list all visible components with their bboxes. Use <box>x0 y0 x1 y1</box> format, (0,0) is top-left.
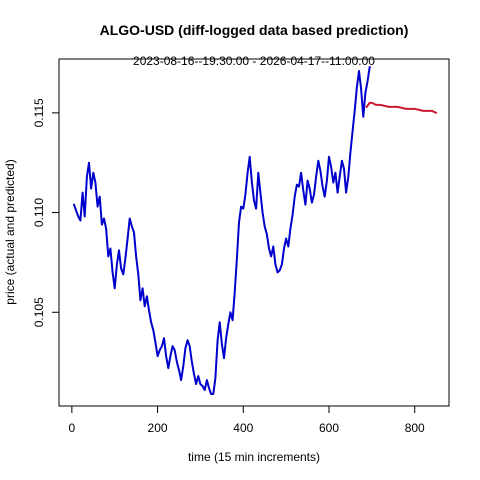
y-tick-label: 0.115 <box>32 98 46 127</box>
x-tick-label: 0 <box>69 421 76 435</box>
x-tick-label: 600 <box>319 421 339 435</box>
x-tick-label: 400 <box>233 421 253 435</box>
x-tick-label: 800 <box>405 421 425 435</box>
y-axis-label: price (actual and predicted) <box>3 159 17 304</box>
series-layer <box>73 66 438 395</box>
y-tick-label: 0.110 <box>32 198 46 227</box>
predicted-price-line <box>365 101 438 114</box>
chart-subtitle: 2023-08-16--19:30:00 - 2026-04-17--11:00… <box>133 54 375 68</box>
y-tick-label: 0.105 <box>32 297 46 327</box>
x-tick-label: 200 <box>148 421 168 435</box>
x-axis-label: time (15 min increments) <box>188 450 320 464</box>
actual-price-line <box>73 66 371 395</box>
chart-title: ALGO-USD (diff-logged data based predict… <box>100 22 409 38</box>
x-axis: 0 200 400 600 800 <box>69 405 425 435</box>
y-axis: 0.105 0.110 0.115 <box>32 98 60 327</box>
